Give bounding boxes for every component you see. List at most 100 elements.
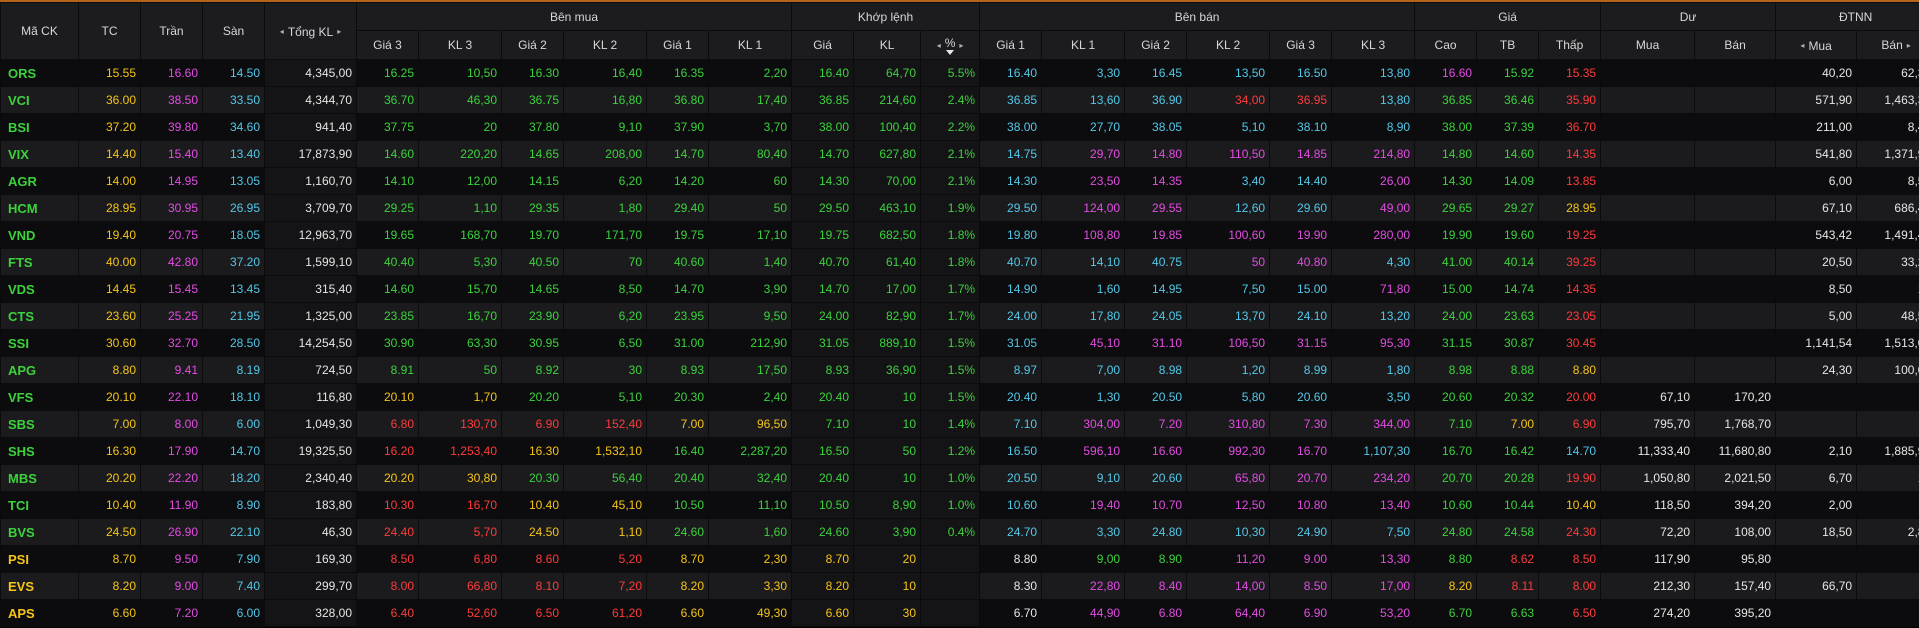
table-row[interactable]: ORS 15.55 16.60 14.50 4,345,00 16.25 10,50 16.3… (0, 59, 1919, 87)
col-header-ask-price3[interactable]: Giá 3 (1269, 30, 1333, 60)
col-header-bid-price3[interactable]: Giá 3 (356, 30, 419, 60)
col-header-avg[interactable]: TB (1476, 30, 1540, 60)
col-header-bid-price2[interactable]: Giá 2 (501, 30, 564, 60)
col-header-low[interactable]: Thấp (1538, 30, 1602, 60)
col-header-bid-vol2[interactable]: KL 2 (563, 30, 647, 60)
cell-symbol[interactable]: BSI (0, 113, 79, 141)
table-row[interactable]: SSI 30.60 32.70 28.50 14,254,50 30.90 63,30 30.… (0, 329, 1919, 357)
cell-symbol[interactable]: AGR (0, 167, 79, 195)
table-row[interactable]: APG 8.80 9.41 8.19 724,50 8.91 50 8.92 30 8.93 17,… (0, 356, 1919, 384)
cell-symbol[interactable]: ORS (0, 59, 79, 87)
col-header-bid-price1[interactable]: Giá 1 (646, 30, 709, 60)
cell-symbol[interactable]: EVS (0, 572, 79, 600)
arrow-right-icon[interactable]: ▸ (959, 40, 964, 50)
table-row[interactable]: CTS 23.60 25.25 21.95 1,325,00 23.85 16,70 23.9… (0, 302, 1919, 330)
cell-symbol[interactable]: APG (0, 356, 79, 384)
cell-bid-price3: 6.40 (356, 599, 419, 627)
table-row[interactable]: BVS 24.50 26.90 22.10 46,30 24.40 5,70 24.50 1,1… (0, 518, 1919, 546)
table-row[interactable]: SBS 7.00 8.00 6.00 1,049,30 6.80 130,70 6.90 152… (0, 410, 1919, 438)
cell-ask-vol1: 108,80 (1041, 221, 1126, 249)
table-row[interactable]: HCM 28.95 30.95 26.95 3,709,70 29.25 1,10 29.35… (0, 194, 1919, 222)
cell-symbol[interactable]: FTS (0, 248, 79, 276)
arrow-left-icon[interactable]: ◂ (279, 27, 284, 37)
cell-low: 35.90 (1538, 86, 1602, 114)
table-row[interactable]: APS 6.60 7.20 6.00 328,00 6.40 52,60 6.50 61,20 6… (0, 599, 1919, 627)
cell-symbol[interactable]: APS (0, 599, 79, 627)
col-header-ask-vol2[interactable]: KL 2 (1186, 30, 1271, 60)
col-header-foreign-sell[interactable]: Bán ▸ (1856, 30, 1919, 60)
col-header-ask-price2[interactable]: Giá 2 (1124, 30, 1188, 60)
cell-ask-vol3: 7,50 (1331, 518, 1416, 546)
cell-symbol[interactable]: SHS (0, 437, 79, 465)
cell-ask-price1: 38.00 (979, 113, 1043, 141)
table-row[interactable]: VCI 36.00 38.50 33.50 4,344,70 36.70 46,30 36.7… (0, 86, 1919, 114)
col-header-remaining-sell[interactable]: Bán (1694, 30, 1777, 60)
col-header-bid-vol1[interactable]: KL 1 (707, 30, 793, 60)
cell-match-vol: 214,60 (853, 86, 922, 114)
col-header-bid-vol3[interactable]: KL 3 (418, 30, 502, 60)
table-row[interactable]: AGR 14.00 14.95 13.05 1,160,70 14.10 12,00 14.1… (0, 167, 1919, 195)
arrow-left-icon[interactable]: ◂ (936, 40, 941, 50)
cell-symbol[interactable]: VND (0, 221, 79, 249)
cell-symbol[interactable]: VDS (0, 275, 79, 303)
cell-ask-price2: 38.05 (1124, 113, 1188, 141)
col-header-match-pct[interactable]: ◂ % ▸ (920, 30, 981, 60)
col-header-match-price[interactable]: Giá (791, 30, 855, 60)
cell-foreign-sell: 1,371,90 (1856, 140, 1919, 168)
table-row[interactable]: FTS 40.00 42.80 37.20 1,599,10 40.40 5,30 40.50… (0, 248, 1919, 276)
table-row[interactable]: VDS 14.45 15.45 13.45 315,40 14.60 15,70 14.65 8… (0, 275, 1919, 303)
col-header-ceiling[interactable]: Trần (140, 2, 203, 60)
cell-bid-price3: 23.85 (356, 302, 419, 330)
arrow-right-icon[interactable]: ▸ (337, 27, 342, 37)
cell-symbol[interactable]: PSI (0, 545, 79, 573)
cell-symbol[interactable]: HCM (0, 194, 79, 222)
table-row[interactable]: EVS 8.20 9.00 7.40 299,70 8.00 66,80 8.10 7,20 8.… (0, 572, 1919, 600)
arrow-left-icon[interactable]: ◂ (1800, 41, 1805, 51)
col-header-match-vol[interactable]: KL (853, 30, 922, 60)
table-row[interactable]: VND 19.40 20.75 18.05 12,963,70 19.65 168,70 19… (0, 221, 1919, 249)
cell-symbol[interactable]: VIX (0, 140, 79, 168)
table-row[interactable]: BSI 37.20 39.80 34.60 941,40 37.75 20 37.80 9,10… (0, 113, 1919, 141)
cell-bid-vol2: 6,20 (563, 167, 647, 195)
cell-symbol[interactable]: SBS (0, 410, 79, 438)
cell-symbol[interactable]: CTS (0, 302, 79, 330)
cell-symbol[interactable]: TCI (0, 491, 79, 519)
cell-bid-vol1: 9,50 (707, 302, 793, 330)
table-row[interactable]: SHS 16.30 17.90 14.70 19,325,50 16.20 1,253,40… (0, 437, 1919, 465)
cell-low: 8.50 (1538, 545, 1602, 573)
cell-ask-price2: 8.90 (1124, 545, 1188, 573)
cell-symbol[interactable]: VFS (0, 383, 79, 411)
cell-symbol[interactable]: MBS (0, 464, 79, 492)
col-header-remaining-buy[interactable]: Mua (1600, 30, 1696, 60)
col-header-high[interactable]: Cao (1414, 30, 1478, 60)
col-header-symbol[interactable]: Mã CK (0, 2, 79, 60)
cell-remaining-sell (1694, 221, 1777, 249)
cell-high: 10.60 (1414, 491, 1478, 519)
table-row[interactable]: VFS 20.10 22.10 18.10 116,80 20.10 1,70 20.20 5,… (0, 383, 1919, 411)
cell-symbol[interactable]: VCI (0, 86, 79, 114)
table-row[interactable]: PSI 8.70 9.50 7.90 169,30 8.50 6,80 8.60 5,20 8.7… (0, 545, 1919, 573)
cell-high: 15.00 (1414, 275, 1478, 303)
cell-ceiling: 9.50 (140, 545, 203, 573)
cell-bid-price1: 10.50 (646, 491, 709, 519)
cell-ask-vol3: 26,00 (1331, 167, 1416, 195)
cell-foreign-buy (1775, 545, 1858, 573)
cell-ask-vol3: 3,50 (1331, 383, 1416, 411)
col-header-total-volume[interactable]: ◂ Tổng KL ▸ (264, 2, 357, 60)
table-row[interactable]: MBS 20.20 22.20 18.20 2,340,40 20.20 30,80 20.3… (0, 464, 1919, 492)
col-header-foreign-buy[interactable]: ◂ Mua (1775, 30, 1858, 60)
col-header-tc[interactable]: TC (78, 2, 141, 60)
col-header-ask-vol1[interactable]: KL 1 (1041, 30, 1126, 60)
table-row[interactable]: TCI 10.40 11.90 8.90 183,80 10.30 16,70 10.40 45… (0, 491, 1919, 519)
cell-symbol[interactable]: SSI (0, 329, 79, 357)
cell-symbol[interactable]: BVS (0, 518, 79, 546)
col-header-ask-vol3[interactable]: KL 3 (1331, 30, 1416, 60)
cell-high: 7.10 (1414, 410, 1478, 438)
col-header-ask-price1[interactable]: Giá 1 (979, 30, 1043, 60)
table-row[interactable]: VIX 14.40 15.40 13.40 17,873,90 14.60 220,20 14… (0, 140, 1919, 168)
col-header-floor[interactable]: Sàn (202, 2, 265, 60)
arrow-right-icon[interactable]: ▸ (1906, 40, 1911, 50)
cell-foreign-buy: 1,141,54 (1775, 329, 1858, 357)
cell-bid-price1: 6.60 (646, 599, 709, 627)
